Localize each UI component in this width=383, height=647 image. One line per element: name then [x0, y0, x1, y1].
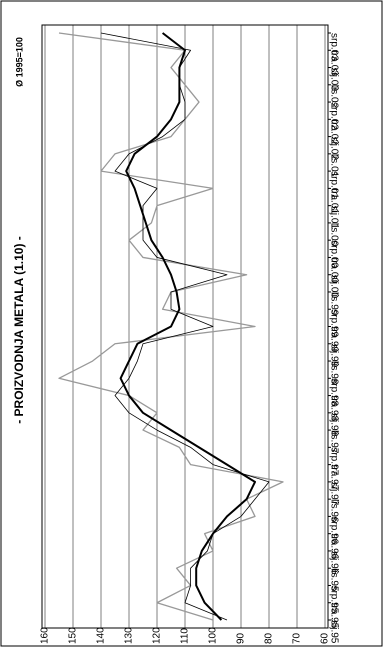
- x-tick-label: srp.99: [328, 309, 339, 337]
- x-tick-label: tra.95: [328, 603, 339, 629]
- y-tick-label: 90: [236, 632, 247, 644]
- y-tick-label: 60: [320, 632, 331, 644]
- x-tick-label: lis.96: [328, 499, 339, 523]
- x-tick-label: srp.97: [328, 447, 339, 475]
- x-tick-label: tra.01: [328, 188, 339, 214]
- y-tick-label: 130: [124, 627, 135, 644]
- x-tick-label: srp.95: [328, 585, 339, 613]
- x-tick-label: lis.98: [328, 361, 339, 385]
- y-tick-label: 120: [152, 627, 163, 644]
- x-tick-label: sij.97: [328, 482, 339, 506]
- x-tick-label: srp.00: [328, 240, 339, 268]
- x-tick-label: sij.00: [328, 275, 339, 299]
- x-tick-label: lis.02: [328, 85, 339, 109]
- chart-subtitle: Ø 1995=100: [14, 37, 24, 87]
- x-tick-label: tra.00: [328, 257, 339, 283]
- x-tick-label: tra.96: [328, 534, 339, 560]
- y-tick-label: 110: [180, 628, 191, 644]
- x-tick-label: tra.99: [328, 327, 339, 353]
- x-tick-label: lis.99: [328, 292, 339, 316]
- x-tick-label: lis.01: [328, 154, 339, 178]
- x-tick-label: sij.99: [328, 344, 339, 368]
- x-tick-label: sij.98: [328, 413, 339, 437]
- x-tick-label: srp.96: [328, 516, 339, 544]
- x-tick-label: sij.03: [328, 68, 339, 92]
- x-tick-label: tra.02: [328, 119, 339, 145]
- x-tick-label: srp.03: [328, 33, 339, 61]
- x-tick-label: lis.97: [328, 430, 339, 454]
- x-tick-label: srp.01: [328, 171, 339, 199]
- y-tick-label: 140: [96, 627, 107, 644]
- x-tick-label: tra.98: [328, 396, 339, 422]
- chart-title: - PROIZVODNJA METALA (1.10) -: [12, 236, 26, 424]
- x-tick-label: sij.02: [328, 137, 339, 161]
- x-tick-label: sij.95: [328, 620, 339, 644]
- series-line: [119, 32, 256, 621]
- x-tick-label: lis.00: [328, 223, 339, 247]
- x-tick-label: srp.02: [328, 102, 339, 130]
- x-tick-label: lis.95: [328, 568, 339, 592]
- series-line: [100, 32, 270, 621]
- y-tick-label: 80: [264, 632, 275, 644]
- y-tick-label: 70: [292, 632, 303, 644]
- x-tick-label: sij.01: [328, 206, 339, 230]
- y-tick-label: 150: [68, 627, 79, 644]
- y-tick-label: 100: [208, 627, 219, 644]
- x-tick-label: tra.03: [328, 50, 339, 76]
- y-tick-label: 160: [40, 627, 51, 644]
- x-tick-label: srp.98: [328, 378, 339, 406]
- x-tick-label: sij.96: [328, 551, 339, 575]
- x-tick-label: tra.97: [328, 465, 339, 491]
- series-line: [58, 32, 284, 621]
